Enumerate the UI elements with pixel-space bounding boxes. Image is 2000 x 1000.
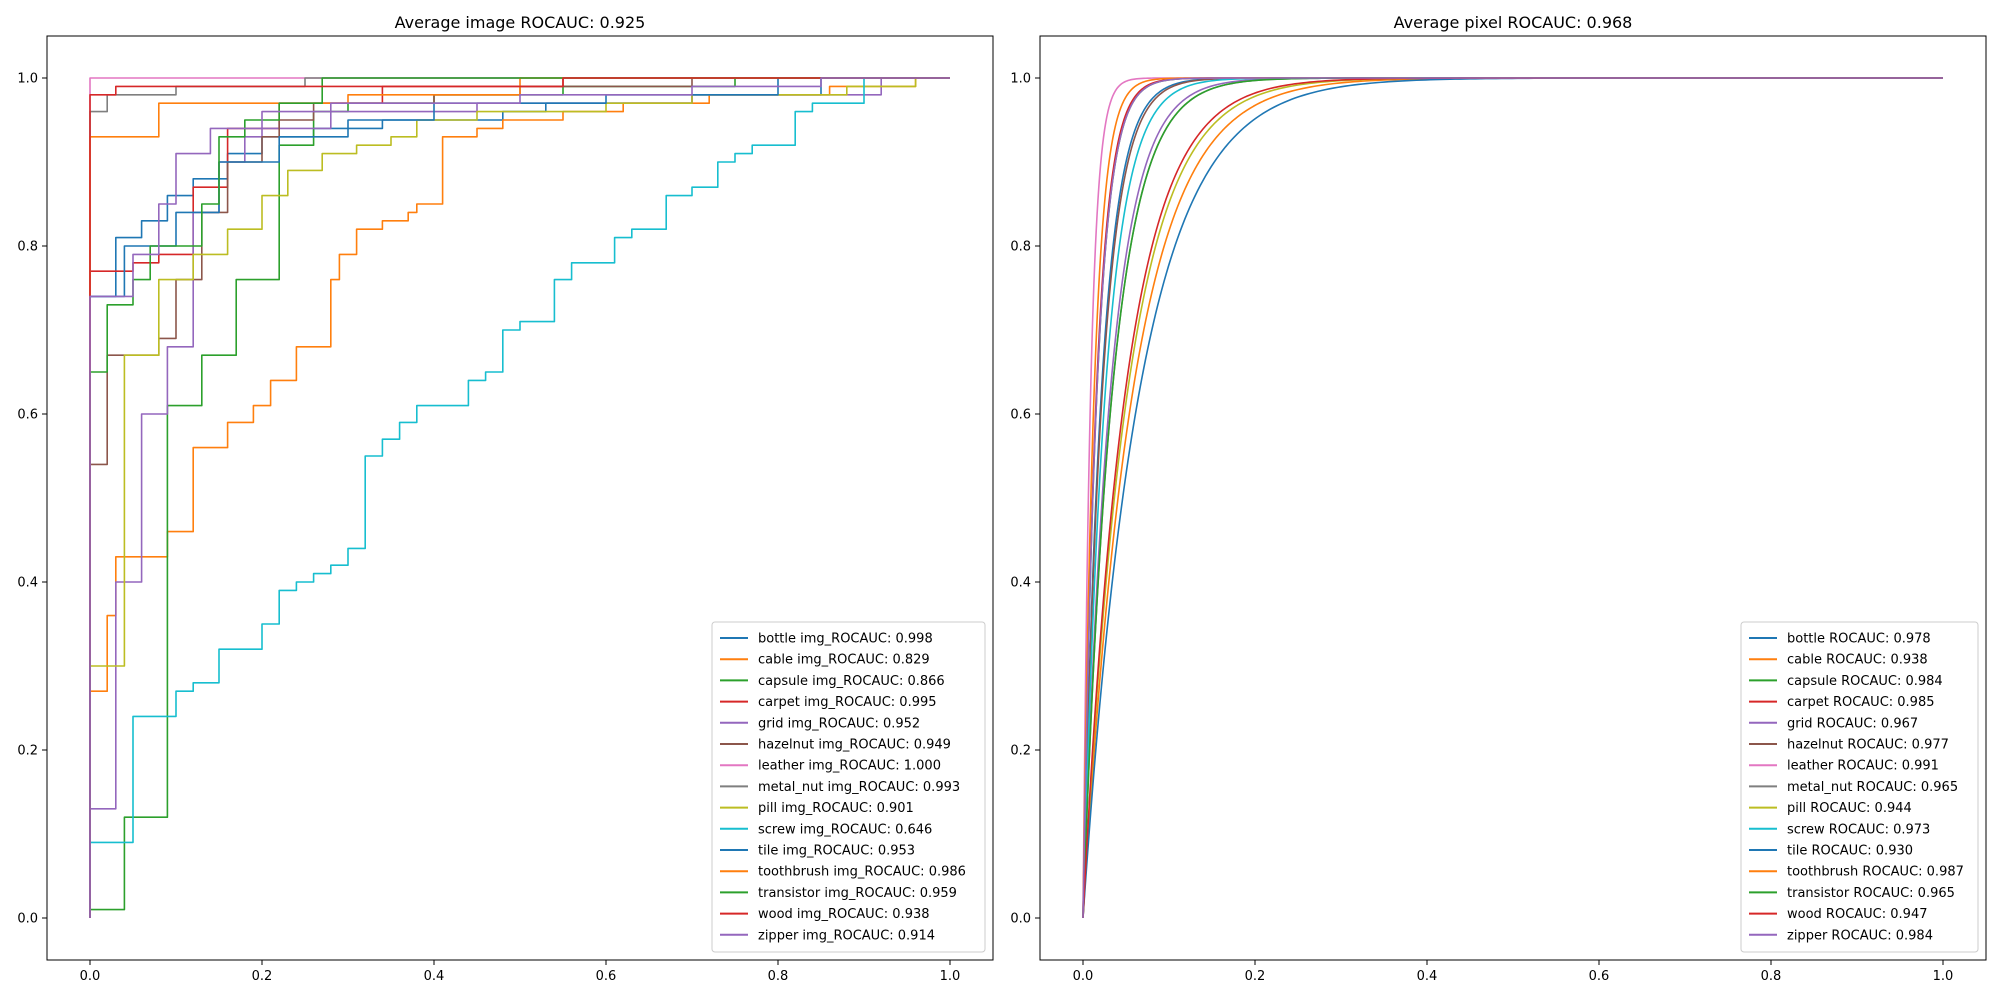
- y-tick-label: 0.6: [1010, 408, 1031, 423]
- legend-label: carpet ROCAUC: 0.985: [1787, 695, 1935, 710]
- legend-label: transistor img_ROCAUC: 0.959: [758, 886, 957, 901]
- series-line-metal_nut: [89, 77, 950, 918]
- y-tick-label: 0.4: [17, 576, 38, 591]
- legend-label: hazelnut ROCAUC: 0.977: [1787, 738, 1949, 753]
- legend-label: carpet img_ROCAUC: 0.995: [758, 695, 937, 710]
- legend-box: [1740, 621, 1979, 953]
- legend-label: wood ROCAUC: 0.947: [1787, 907, 1927, 922]
- x-tick-label: 0.0: [1073, 969, 1094, 984]
- x-tick-label: 1.0: [1933, 969, 1954, 984]
- y-tick-label: 0.0: [17, 912, 38, 927]
- y-tick-label: 0.8: [1010, 240, 1031, 255]
- x-tick-label: 0.2: [1245, 969, 1266, 984]
- axes-frame: [1039, 35, 1987, 961]
- legend-label: leather img_ROCAUC: 1.000: [758, 759, 941, 774]
- series-line-screw: [89, 77, 950, 918]
- legend-label: grid img_ROCAUC: 0.952: [758, 716, 920, 731]
- legend-label: metal_nut img_ROCAUC: 0.993: [758, 780, 960, 795]
- legend-label: capsule img_ROCAUC: 0.866: [758, 674, 945, 689]
- x-tick-label: 0.8: [1761, 969, 1782, 984]
- legend-label: leather ROCAUC: 0.991: [1787, 759, 1939, 774]
- chart-title: Average image ROCAUC: 0.925: [395, 13, 646, 32]
- legend-label: bottle ROCAUC: 0.978: [1787, 632, 1931, 647]
- x-tick-label: 0.4: [424, 969, 445, 984]
- y-tick-label: 0.2: [17, 744, 38, 759]
- legend-label: pill img_ROCAUC: 0.901: [758, 801, 914, 816]
- x-tick-label: 0.0: [80, 969, 101, 984]
- legend-label: metal_nut ROCAUC: 0.965: [1787, 780, 1958, 795]
- x-tick-label: 0.8: [768, 969, 789, 984]
- chart-title: Average pixel ROCAUC: 0.968: [1394, 13, 1633, 32]
- y-tick-label: 1.0: [1010, 72, 1031, 87]
- series-group: [1082, 77, 1943, 919]
- legend-label: zipper img_ROCAUC: 0.914: [758, 928, 935, 943]
- legend-label: hazelnut img_ROCAUC: 0.949: [758, 738, 951, 753]
- y-tick-label: 0.8: [17, 240, 38, 255]
- x-tick-label: 0.6: [596, 969, 617, 984]
- series-line-zipper: [1082, 77, 1943, 919]
- legend-box: [711, 621, 986, 953]
- legend-label: bottle img_ROCAUC: 0.998: [758, 632, 933, 647]
- series-line-wood: [89, 77, 950, 918]
- series-line-pill: [89, 77, 950, 918]
- series-line-zipper: [89, 77, 950, 918]
- legend-label: tile ROCAUC: 0.930: [1787, 844, 1913, 859]
- legend-label: screw img_ROCAUC: 0.646: [758, 822, 932, 837]
- legend-label: capsule ROCAUC: 0.984: [1787, 674, 1943, 689]
- x-tick-label: 0.6: [1589, 969, 1610, 984]
- legend-label: toothbrush ROCAUC: 0.987: [1787, 865, 1964, 880]
- legend-label: wood img_ROCAUC: 0.938: [758, 907, 930, 922]
- legend: bottle ROCAUC: 0.978 cable ROCAUC: 0.938 c…: [1740, 621, 1979, 953]
- legend: bottle img_ROCAUC: 0.998 cable img_ROCAUC…: [711, 621, 986, 953]
- series-line-cable: [89, 77, 950, 792]
- series-group: [89, 77, 950, 918]
- x-tick-label: 0.2: [252, 969, 273, 984]
- legend-label: tile img_ROCAUC: 0.953: [758, 844, 915, 859]
- legend-label: cable img_ROCAUC: 0.829: [758, 653, 930, 668]
- legend-label: pill ROCAUC: 0.944: [1787, 801, 1912, 816]
- x-tick-label: 1.0: [940, 969, 961, 984]
- y-tick-label: 0.0: [1010, 912, 1031, 927]
- series-line-transistor: [89, 77, 950, 918]
- y-tick-label: 0.4: [1010, 576, 1031, 591]
- x-tick-label: 0.4: [1417, 969, 1438, 984]
- y-tick-label: 0.6: [17, 408, 38, 423]
- legend-label: transistor ROCAUC: 0.965: [1787, 886, 1955, 901]
- y-tick-label: 1.0: [17, 72, 38, 87]
- legend-label: toothbrush img_ROCAUC: 0.986: [758, 865, 966, 880]
- legend-label: zipper ROCAUC: 0.984: [1787, 928, 1933, 943]
- legend-label: cable ROCAUC: 0.938: [1787, 653, 1928, 668]
- legend-label: screw ROCAUC: 0.973: [1787, 822, 1930, 837]
- image-roc-panel: Average image ROCAUC: 0.925 0.0 0.2 0.4 0.6 0…: [17, 13, 994, 984]
- legend-label: grid ROCAUC: 0.967: [1787, 716, 1918, 731]
- pixel-roc-panel: Average pixel ROCAUC: 0.968 0.0 0.2 0.4 0.6 0…: [1010, 13, 1987, 984]
- y-tick-label: 0.2: [1010, 744, 1031, 759]
- axes-frame: [46, 35, 994, 961]
